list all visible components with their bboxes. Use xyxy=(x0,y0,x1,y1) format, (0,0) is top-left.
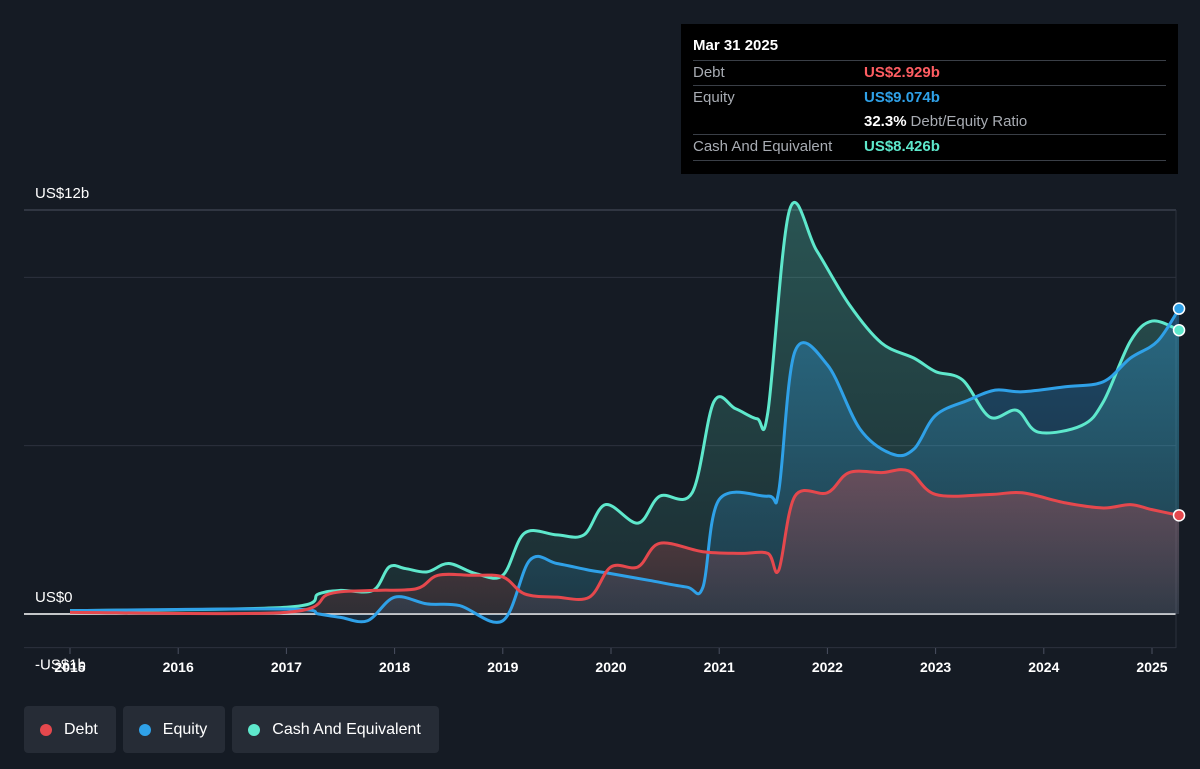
x-tick-label: 2017 xyxy=(271,659,302,675)
tooltip-cash-label: Cash And Equivalent xyxy=(693,138,833,155)
tooltip-debt-label: Debt xyxy=(693,64,725,81)
tooltip-equity-row: Equity US$9.074b xyxy=(693,85,1166,110)
legend-label-cash: Cash And Equivalent xyxy=(272,720,421,738)
legend-dot-cash xyxy=(248,723,261,736)
area-debt xyxy=(70,469,1180,614)
x-tick-label: 2016 xyxy=(163,659,194,675)
x-tick-label: 2023 xyxy=(920,659,951,675)
y-tick-label: US$12b xyxy=(35,185,89,202)
legend-dot-debt xyxy=(40,723,52,736)
tooltip-equity-label: Equity xyxy=(693,89,735,106)
x-tick-label: 2021 xyxy=(704,659,735,675)
line-equity xyxy=(69,307,1181,624)
tooltip-cash-row: Cash And Equivalent US$8.426b xyxy=(693,134,1166,159)
x-tick-label: 2019 xyxy=(487,659,518,675)
tooltip-ratio-row: 32.3% Debt/Equity Ratio xyxy=(693,110,1166,134)
legend: Debt Equity Cash And Equivalent xyxy=(24,706,439,753)
series-lines xyxy=(69,200,1181,624)
series-areas xyxy=(70,202,1180,623)
legend-label-debt: Debt xyxy=(64,720,98,738)
legend-item-equity[interactable]: Equity xyxy=(122,706,226,753)
x-tick-label: 2025 xyxy=(1136,659,1167,675)
x-tick-label: 2020 xyxy=(595,659,626,675)
x-tick-label: 2018 xyxy=(379,659,410,675)
tooltip-debt-row: Debt US$2.929b xyxy=(693,60,1166,85)
legend-item-debt[interactable]: Debt xyxy=(24,706,116,753)
legend-dot-equity xyxy=(138,723,151,736)
x-tick-label: 2015 xyxy=(54,659,85,675)
line-cash-and-equivalent xyxy=(69,200,1180,613)
end-marker-debt xyxy=(1172,509,1186,522)
x-tick-label: 2024 xyxy=(1028,659,1059,675)
tooltip: Mar 31 2025 Debt US$2.929b Equity US$9.0… xyxy=(681,24,1178,174)
tooltip-debt-value: US$2.929b xyxy=(864,64,940,81)
tooltip-ratio-value: 32.3% xyxy=(864,113,907,130)
tooltip-cash-value: US$8.426b xyxy=(864,138,940,155)
series-end-markers xyxy=(1172,302,1186,522)
y-tick-label: US$0 xyxy=(35,589,73,606)
end-marker-cash-and-equivalent xyxy=(1172,323,1186,337)
tooltip-date: Mar 31 2025 xyxy=(693,37,779,54)
line-debt xyxy=(69,468,1180,616)
y-tick-label: -US$1b xyxy=(35,657,86,674)
end-marker-equity xyxy=(1172,302,1186,315)
legend-label-equity: Equity xyxy=(162,720,208,738)
x-tick-label: 2022 xyxy=(812,659,843,675)
legend-item-cash[interactable]: Cash And Equivalent xyxy=(232,706,439,753)
tooltip-ratio-label: Debt/Equity Ratio xyxy=(910,113,1028,130)
tooltip-equity-value: US$9.074b xyxy=(864,89,940,106)
